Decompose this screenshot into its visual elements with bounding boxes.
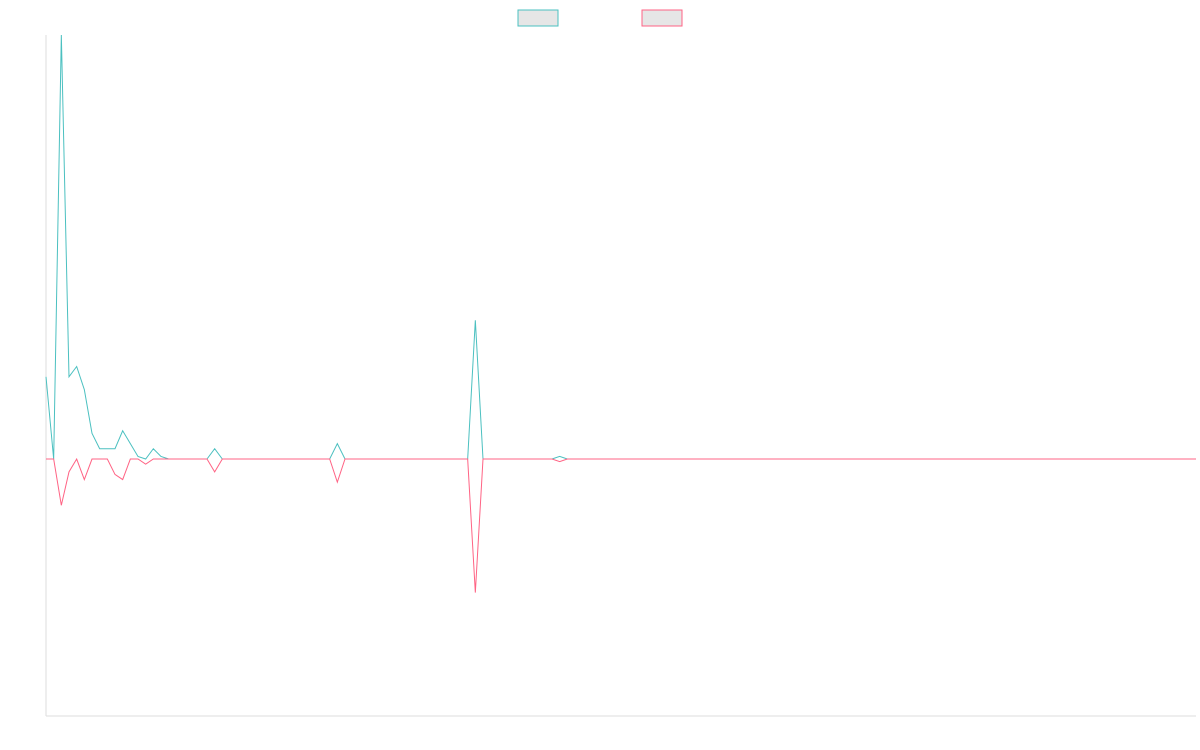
legend-swatch-2[interactable] — [641, 9, 683, 27]
series-line-2 — [46, 457, 1196, 593]
legend[interactable] — [517, 9, 683, 27]
series-layer — [45, 34, 1196, 593]
series-line-1 — [45, 34, 1196, 460]
legend-swatch-1[interactable] — [517, 9, 559, 27]
